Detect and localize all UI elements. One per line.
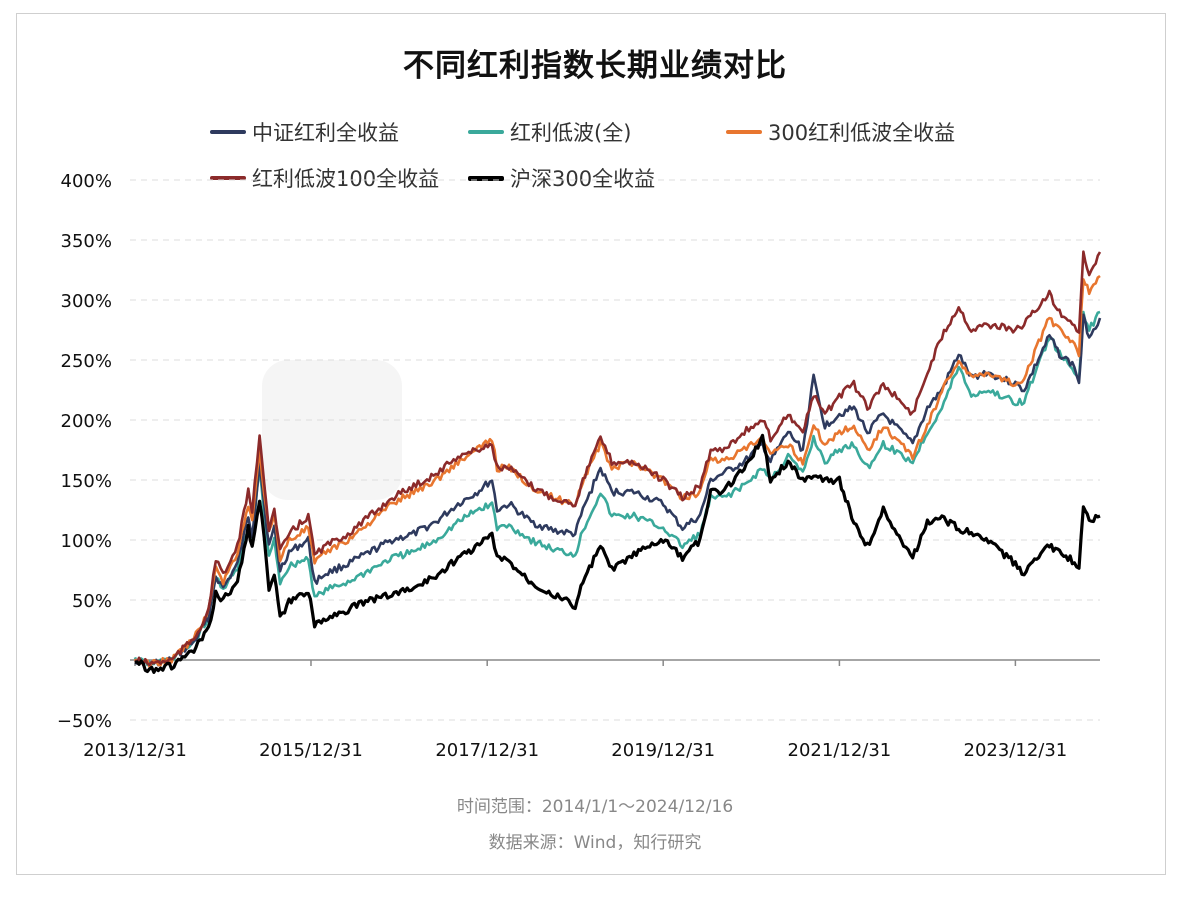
legend-label: 中证红利全收益 [252, 121, 399, 145]
legend-item: 红利低波100全收益 [210, 163, 439, 193]
footnote-time-range: 时间范围：2014/1/1～2024/12/16 [456, 797, 734, 817]
legend-item: 红利低波(全) [468, 117, 631, 147]
legend-label: 300红利低波全收益 [768, 121, 956, 145]
chart-title: 不同红利指数长期业绩对比 [403, 48, 787, 84]
legend-swatch [468, 130, 504, 134]
legend-swatch [210, 176, 246, 180]
legend-item: 沪深300全收益 [468, 163, 655, 193]
legend-item: 中证红利全收益 [210, 117, 399, 147]
legend-swatch [468, 175, 504, 181]
legend-item: 300红利低波全收益 [726, 117, 955, 147]
legend-swatch [210, 130, 246, 134]
watermark-logo [262, 360, 402, 500]
legend-label: 红利低波(全) [510, 121, 632, 145]
legend-label: 红利低波100全收益 [252, 167, 440, 191]
footnote-source: 数据来源：Wind，知行研究 [488, 833, 702, 853]
legend-label: 沪深300全收益 [510, 167, 656, 191]
legend-swatch [726, 130, 762, 134]
